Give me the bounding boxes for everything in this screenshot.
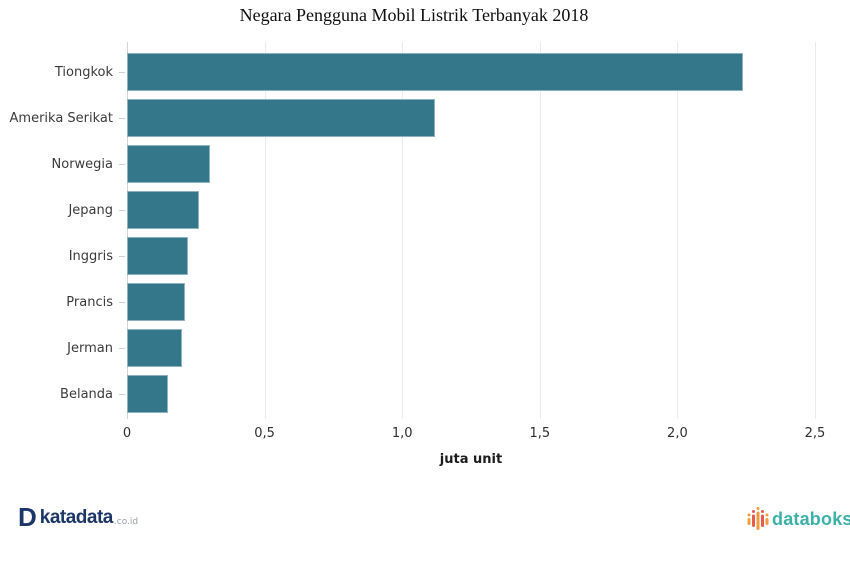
y-tick-mark xyxy=(113,279,127,325)
bar-row: Inggris xyxy=(0,233,815,279)
category-label: Amerika Serikat xyxy=(9,110,113,126)
bar xyxy=(127,53,744,91)
databoks-bars-icon xyxy=(747,507,769,530)
bar-row: Amerika Serikat xyxy=(0,95,815,141)
bar-track xyxy=(127,371,815,417)
bar xyxy=(127,375,169,413)
bar-row: Jepang xyxy=(0,187,815,233)
category-label: Jerman xyxy=(67,340,113,356)
y-tick-mark xyxy=(113,141,127,187)
y-tick-mark xyxy=(113,187,127,233)
x-tick-label: 1,0 xyxy=(391,426,413,441)
bar-track xyxy=(127,95,815,141)
y-tick-mark xyxy=(113,325,127,371)
x-axis-ticks: 0 0,5 1,0 1,5 2,0 2,5 xyxy=(123,426,825,442)
bar-row: Tiongkok xyxy=(0,49,815,95)
bar xyxy=(127,237,188,275)
category-label: Jepang xyxy=(68,202,113,218)
bar xyxy=(127,283,185,321)
chart-title: Negara Pengguna Mobil Listrik Terbanyak … xyxy=(239,5,589,25)
bar-row: Norwegia xyxy=(0,141,815,187)
category-label: Tiongkok xyxy=(54,64,113,80)
bar-row: Belanda xyxy=(0,371,815,417)
y-tick-mark xyxy=(113,95,127,141)
bar-track xyxy=(127,141,815,187)
y-tick-mark xyxy=(113,49,127,95)
bar-track xyxy=(127,187,815,233)
gridline xyxy=(815,42,816,419)
bar-row: Jerman xyxy=(0,325,815,371)
gridline xyxy=(264,42,266,419)
katadata-logo[interactable]: D katadata .co.id xyxy=(18,504,138,530)
bar-row: Prancis xyxy=(0,279,815,325)
katadata-d-icon: D xyxy=(18,502,37,532)
bar-rows: Tiongkok Amerika Serikat Norwegia Jepang Ing… xyxy=(0,49,815,417)
y-tick-mark xyxy=(113,371,127,417)
gridline xyxy=(677,42,679,419)
x-axis-title: juta unit xyxy=(439,452,503,467)
x-tick-label: 0,5 xyxy=(254,426,275,441)
bar xyxy=(127,191,199,229)
category-label: Inggris xyxy=(68,248,113,264)
category-label: Prancis xyxy=(66,294,113,310)
x-tick-label: 2,5 xyxy=(804,426,826,441)
gridline xyxy=(402,42,404,419)
x-tick-label: 1,5 xyxy=(529,426,551,441)
databoks-logo-text: databoks xyxy=(772,508,850,529)
y-axis-line xyxy=(127,42,128,419)
bar-track xyxy=(127,49,815,95)
y-tick-mark xyxy=(113,233,127,279)
bar-track xyxy=(127,279,815,325)
bar xyxy=(127,329,183,367)
category-label: Norwegia xyxy=(51,156,113,172)
x-tick-label: 0 xyxy=(122,426,132,441)
bar xyxy=(127,99,436,137)
gridlines xyxy=(127,42,816,419)
x-tick-label: 2,0 xyxy=(667,426,688,441)
bar-track xyxy=(127,325,815,371)
bar-track xyxy=(127,233,815,279)
katadata-logo-text: katadata xyxy=(39,507,114,528)
databoks-logo[interactable]: databoks xyxy=(747,507,850,531)
katadata-domain-suffix: .co.id xyxy=(113,517,139,527)
category-label: Belanda xyxy=(60,386,113,402)
gridline xyxy=(539,42,541,419)
bar xyxy=(127,145,210,183)
